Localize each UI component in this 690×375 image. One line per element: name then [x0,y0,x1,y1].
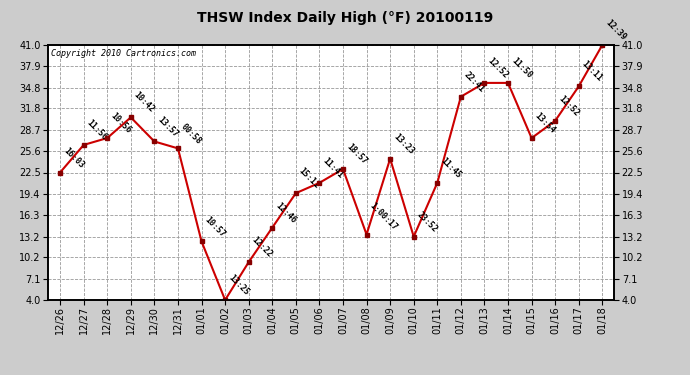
Text: 12:46: 12:46 [274,201,297,225]
Text: 12:52: 12:52 [486,56,510,80]
Text: Copyright 2010 Cartronics.com: Copyright 2010 Cartronics.com [51,49,196,58]
Text: 12:52: 12:52 [557,94,580,118]
Text: 1:00:17: 1:00:17 [368,201,399,232]
Text: 10:42: 10:42 [132,90,156,115]
Text: 11:41: 11:41 [321,156,345,180]
Text: 13:57: 13:57 [156,115,180,139]
Text: 13:23: 13:23 [391,132,415,156]
Text: 16:03: 16:03 [61,146,86,170]
Text: 13:54: 13:54 [533,111,557,135]
Text: 00:58: 00:58 [179,122,204,146]
Text: 11:50: 11:50 [509,56,533,80]
Text: 23:52: 23:52 [415,210,439,234]
Text: 10:57: 10:57 [203,214,227,238]
Text: 13:11: 13:11 [580,60,604,84]
Text: 13:25: 13:25 [226,273,250,297]
Text: 18:57: 18:57 [344,142,368,166]
Text: 12:22: 12:22 [250,235,274,260]
Text: 15:11: 15:11 [297,166,322,190]
Text: 12:39: 12:39 [604,18,628,42]
Text: 22:41: 22:41 [462,70,486,94]
Text: THSW Index Daily High (°F) 20100119: THSW Index Daily High (°F) 20100119 [197,11,493,25]
Text: 11:56: 11:56 [85,118,109,142]
Text: 11:45: 11:45 [439,156,463,180]
Text: 10:56: 10:56 [108,111,132,135]
